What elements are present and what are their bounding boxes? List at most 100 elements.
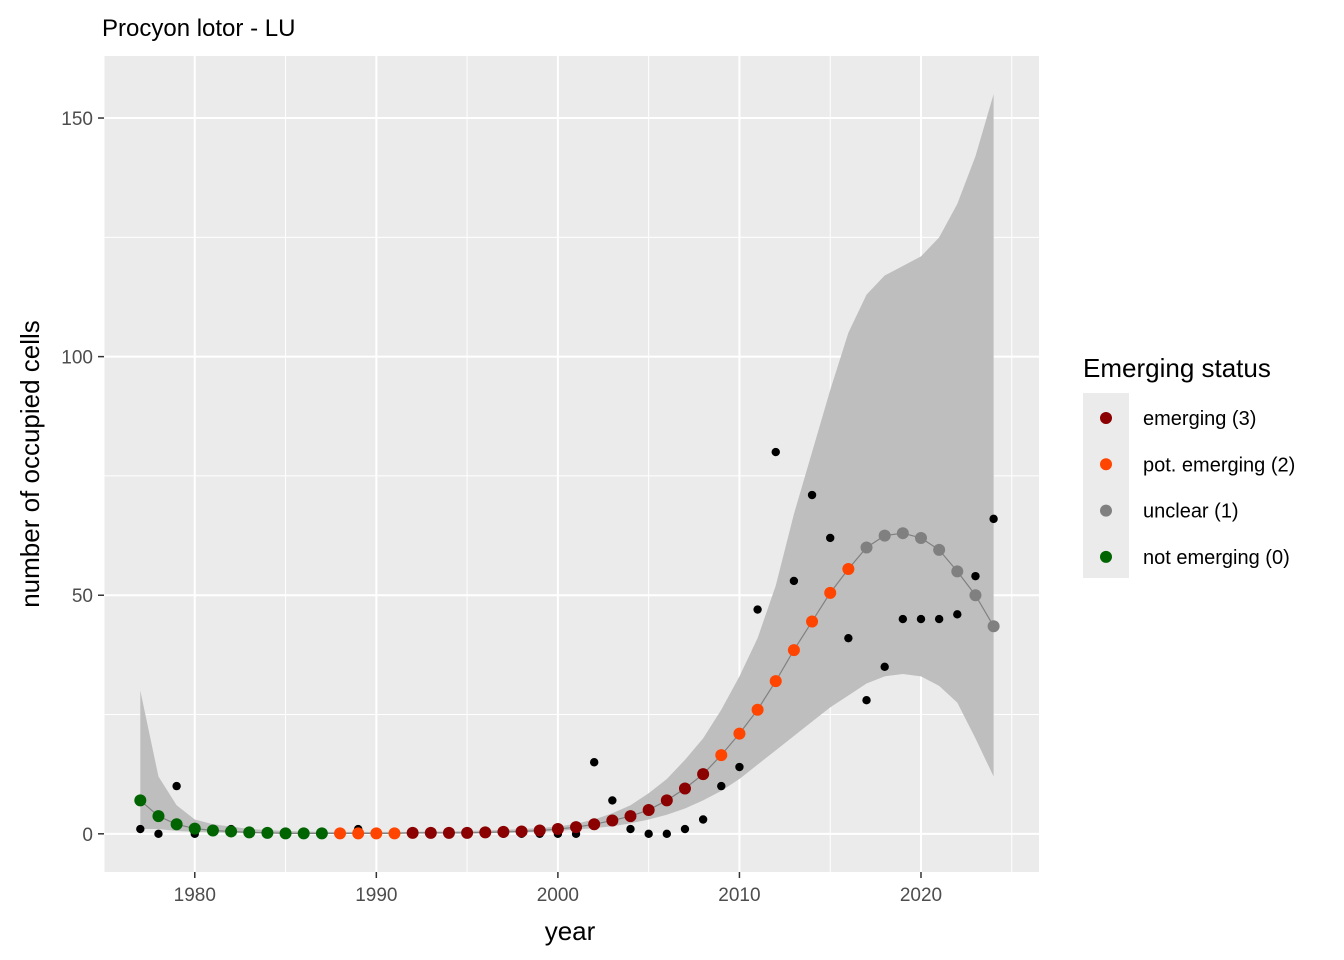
x-axis-title: year [545,916,596,946]
fitted-point [388,827,401,840]
y-axis-title: number of occupied cells [15,320,45,608]
legend-label: pot. emerging (2) [1143,454,1295,476]
fitted-point [406,826,419,839]
fitted-point [461,826,474,839]
fitted-point [479,826,492,839]
observed-point [589,758,599,767]
legend-entries: emerging (3) pot. emerging (2) unclear (1)… [1100,408,1295,569]
observed-point [953,610,962,619]
fitted-point [715,749,728,762]
fitted-point [697,768,710,781]
y-tick-label: 50 [72,586,93,607]
fitted-point [297,827,310,840]
fitted-point [751,703,764,716]
fitted-point [279,827,292,840]
legend-key [1100,550,1112,563]
legend-label: emerging (3) [1143,408,1256,430]
y-tick-label: 150 [61,109,93,130]
fitted-point [424,826,437,839]
x-tick-label: 2000 [537,885,579,906]
fitted-point [842,562,855,575]
observed-point [698,815,708,824]
fitted-point [933,543,946,556]
fitted-point [606,814,619,827]
observed-point [771,447,780,457]
observed-point [898,614,908,624]
observed-point [608,796,617,805]
fitted-point [170,818,183,831]
fitted-point [152,810,165,823]
fitted-point [914,531,927,544]
fitted-point [806,615,819,628]
observed-point [662,829,672,839]
fitted-point [951,565,964,578]
fitted-point [352,827,365,840]
observed-point [644,829,653,839]
legend-key [1100,412,1112,424]
chart-title: Procyon lotor - LU [102,15,295,42]
x-tick-label: 1990 [355,885,397,906]
fitted-point [769,675,782,688]
fitted-point [733,727,746,740]
observed-point [753,605,762,614]
minor-gridlines [103,56,1039,872]
legend: Emerging status emerging (3) pot. emergin… [1083,353,1295,578]
fitted-point [588,818,601,831]
fitted-point [188,822,201,835]
legend-title: Emerging status [1083,353,1271,383]
fitted-point [315,827,328,840]
fitted-point [878,529,891,542]
legend-label: not emerging (0) [1143,547,1290,569]
observed-point [971,571,980,581]
fitted-point [551,823,564,836]
x-tick-label: 1980 [174,885,216,906]
fitted-point [860,541,873,554]
fitted-point [987,620,1000,633]
fitted-point [969,589,982,602]
y-tick-label: 0 [82,825,93,846]
fitted-point [243,826,256,839]
legend-key [1100,458,1112,471]
observed-point [136,824,145,834]
fitted-points [134,527,1000,840]
confidence-band [140,94,994,834]
fitted-point [261,826,274,839]
observed-point [844,633,853,643]
observed-point [717,781,726,791]
fitted-point [896,527,909,540]
observed-point [916,614,926,624]
fitted-point [533,824,546,837]
fitted-point [225,825,238,838]
fitted-point [678,782,691,795]
observed-point [807,490,817,500]
fitted-point [570,821,583,834]
y-axis: 0 50 100 150 [61,109,104,846]
legend-label: unclear (1) [1143,501,1239,523]
legend-key [1100,504,1112,517]
observed-point [626,824,635,834]
fitted-point [370,827,383,840]
fitted-point [824,586,837,599]
y-tick-label: 100 [61,348,93,369]
observed-point [989,514,998,524]
observed-point [735,762,744,772]
observed-point [789,576,799,586]
observed-point [680,824,690,834]
observed-point [172,781,181,791]
fitted-point [134,794,147,807]
observed-point [154,829,163,839]
fitted-point [642,803,655,816]
fitted-point [206,824,219,837]
x-tick-label: 2010 [718,885,760,906]
fitted-point [497,825,510,838]
fitted-point [442,826,455,839]
fitted-point [334,827,347,840]
observed-point [826,533,835,543]
fitted-point [624,810,637,823]
fitted-point [515,825,528,838]
x-axis: 1980 1990 2000 2010 2020 [174,872,942,906]
fitted-point [787,644,800,657]
observed-point [880,662,889,672]
observed-point [934,614,944,624]
